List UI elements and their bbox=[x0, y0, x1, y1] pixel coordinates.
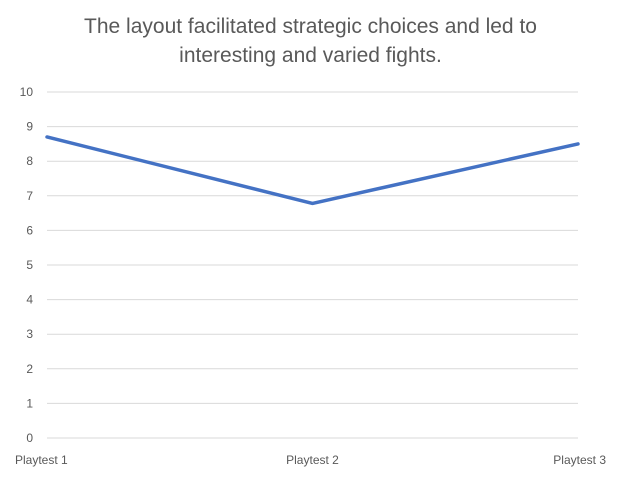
series-line-0 bbox=[45, 135, 580, 206]
y-tick-label: 10 bbox=[20, 85, 34, 99]
y-tick-label: 6 bbox=[26, 223, 33, 237]
y-tick-label: 8 bbox=[26, 154, 33, 168]
x-tick-label: Playtest 1 bbox=[15, 453, 68, 467]
y-tick-label: 2 bbox=[26, 362, 33, 376]
x-axis-tick-labels: Playtest 1 Playtest 2 Playtest 3 bbox=[15, 453, 606, 467]
x-tick-label: Playtest 2 bbox=[286, 453, 339, 467]
y-tick-label: 1 bbox=[26, 396, 33, 410]
y-tick-label: 9 bbox=[26, 120, 33, 134]
chart-title: The layout facilitated strategic choices… bbox=[84, 15, 537, 67]
y-axis-tick-labels: 0 1 2 3 4 5 6 7 8 9 10 bbox=[20, 85, 34, 445]
y-tick-label: 0 bbox=[26, 431, 33, 445]
x-tick-label: Playtest 3 bbox=[553, 453, 606, 467]
y-tick-label: 4 bbox=[26, 293, 33, 307]
y-tick-label: 3 bbox=[26, 327, 33, 341]
series-lines bbox=[45, 135, 580, 206]
y-tick-label: 5 bbox=[26, 258, 33, 272]
gridlines bbox=[47, 91, 578, 439]
y-tick-label: 7 bbox=[26, 189, 33, 203]
